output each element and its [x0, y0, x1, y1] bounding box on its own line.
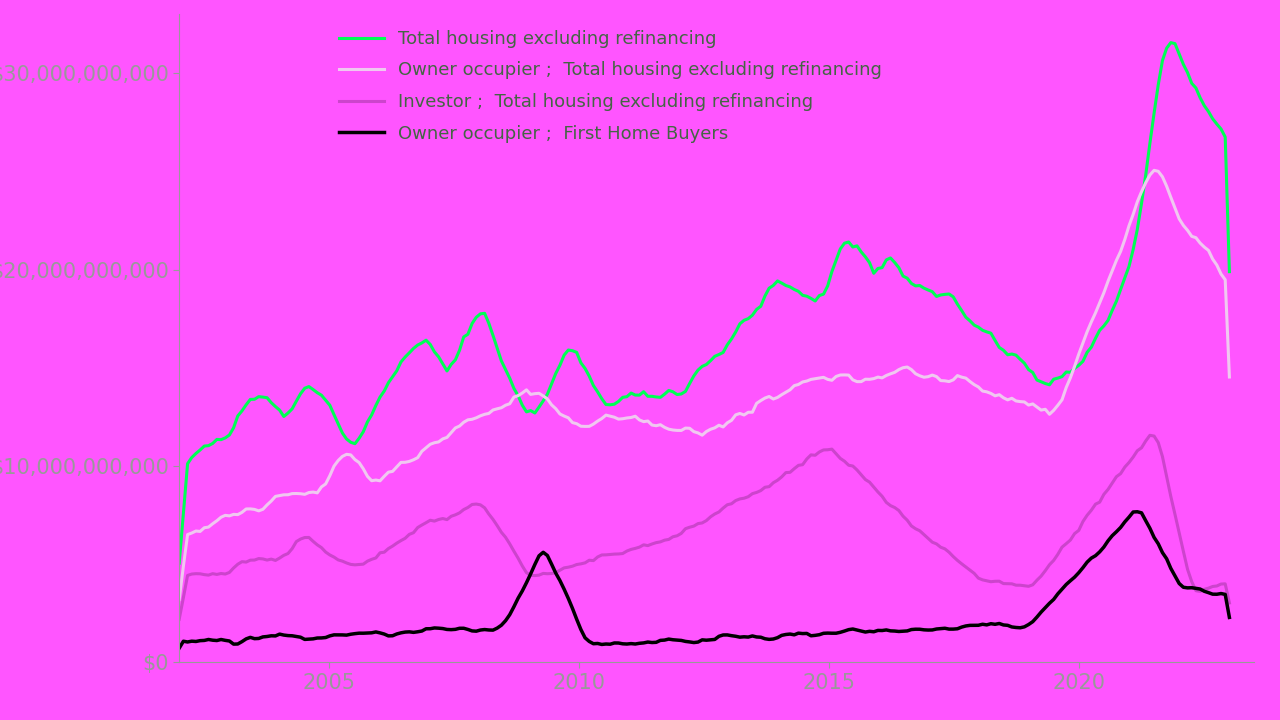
- Line: Owner occupier ;  First Home Buyers: Owner occupier ; First Home Buyers: [179, 512, 1229, 648]
- Owner occupier ;  First Home Buyers: [1201, 588, 1216, 597]
- Owner occupier ;  First Home Buyers: [172, 644, 187, 652]
- Owner occupier ;  Total housing excluding refinancing: [841, 371, 856, 379]
- Owner occupier ;  Total housing excluding refinancing: [908, 369, 923, 378]
- Investor ;  Total housing excluding refinancing: [1201, 584, 1216, 593]
- Total housing excluding refinancing: [1164, 38, 1179, 47]
- Owner occupier ;  First Home Buyers: [1004, 623, 1019, 631]
- Total housing excluding refinancing: [192, 446, 207, 454]
- Owner occupier ;  Total housing excluding refinancing: [485, 405, 500, 414]
- Owner occupier ;  Total housing excluding refinancing: [1221, 373, 1236, 382]
- Line: Total housing excluding refinancing: Total housing excluding refinancing: [179, 42, 1229, 563]
- Investor ;  Total housing excluding refinancing: [841, 461, 856, 469]
- Owner occupier ;  First Home Buyers: [908, 625, 923, 634]
- Owner occupier ;  First Home Buyers: [192, 636, 207, 645]
- Line: Owner occupier ;  Total housing excluding refinancing: Owner occupier ; Total housing excluding…: [179, 171, 1229, 600]
- Legend: Total housing excluding refinancing, Owner occupier ;  Total housing excluding r: Total housing excluding refinancing, Own…: [339, 30, 882, 143]
- Investor ;  Total housing excluding refinancing: [1142, 431, 1157, 440]
- Owner occupier ;  First Home Buyers: [1130, 508, 1146, 516]
- Total housing excluding refinancing: [1201, 107, 1216, 116]
- Investor ;  Total housing excluding refinancing: [172, 615, 187, 624]
- Line: Investor ;  Total housing excluding refinancing: Investor ; Total housing excluding refin…: [179, 436, 1229, 619]
- Investor ;  Total housing excluding refinancing: [908, 524, 923, 533]
- Total housing excluding refinancing: [1221, 267, 1236, 276]
- Owner occupier ;  Total housing excluding refinancing: [1147, 166, 1162, 175]
- Owner occupier ;  First Home Buyers: [485, 626, 500, 634]
- Investor ;  Total housing excluding refinancing: [1004, 580, 1019, 588]
- Total housing excluding refinancing: [908, 282, 923, 290]
- Owner occupier ;  First Home Buyers: [841, 625, 856, 634]
- Owner occupier ;  Total housing excluding refinancing: [192, 527, 207, 536]
- Investor ;  Total housing excluding refinancing: [1221, 598, 1236, 607]
- Owner occupier ;  Total housing excluding refinancing: [1201, 246, 1216, 255]
- Total housing excluding refinancing: [1004, 350, 1019, 359]
- Owner occupier ;  Total housing excluding refinancing: [1004, 394, 1019, 402]
- Investor ;  Total housing excluding refinancing: [192, 570, 207, 578]
- Total housing excluding refinancing: [172, 559, 187, 567]
- Owner occupier ;  Total housing excluding refinancing: [172, 595, 187, 604]
- Total housing excluding refinancing: [841, 238, 856, 246]
- Total housing excluding refinancing: [485, 331, 500, 340]
- Owner occupier ;  First Home Buyers: [1221, 613, 1236, 622]
- Investor ;  Total housing excluding refinancing: [485, 515, 500, 523]
